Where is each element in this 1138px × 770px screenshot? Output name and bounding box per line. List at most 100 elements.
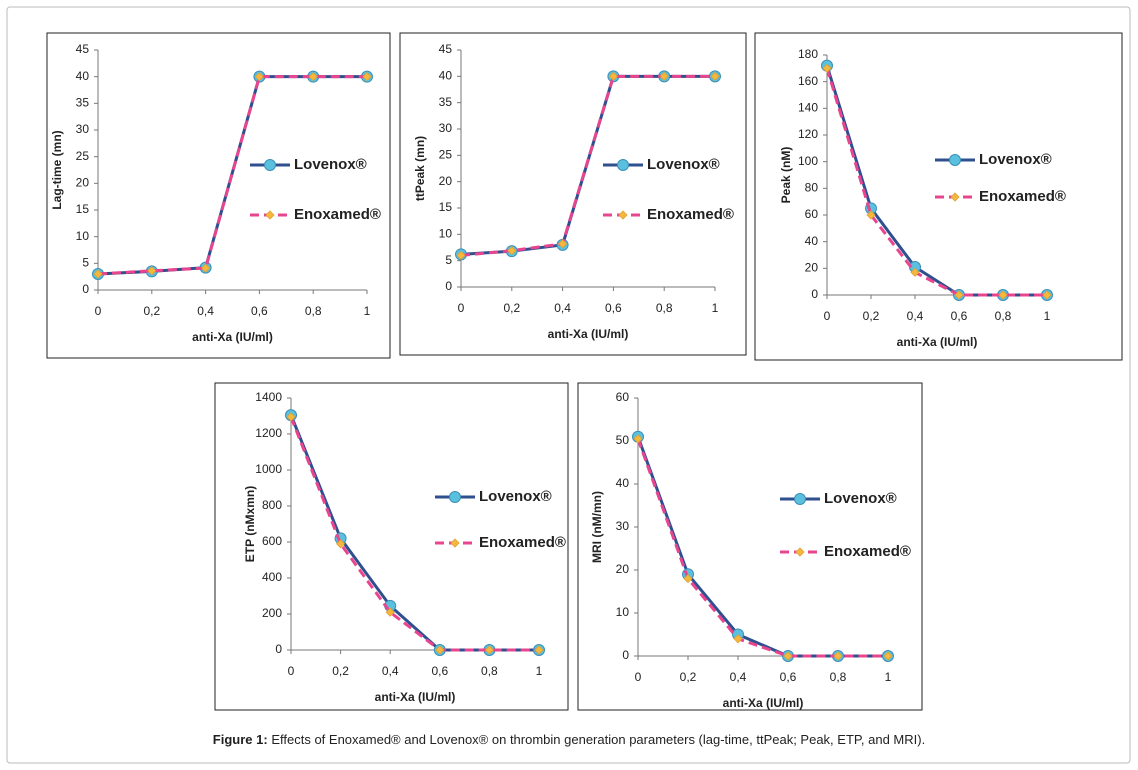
marker xyxy=(362,72,372,82)
x-tick-label: 0,6 xyxy=(780,670,797,684)
marker xyxy=(93,269,103,279)
y-tick-label: 20 xyxy=(805,261,819,275)
marker xyxy=(833,651,843,661)
marker xyxy=(336,539,346,549)
y-tick-label: 800 xyxy=(262,498,282,512)
x-tick-label: 0,2 xyxy=(680,670,697,684)
y-tick-label: 25 xyxy=(76,149,90,163)
legend-marker xyxy=(618,210,628,220)
series-line xyxy=(289,416,539,652)
figure-frame xyxy=(6,6,1131,764)
marker xyxy=(558,239,568,249)
x-tick-label: 0 xyxy=(288,664,295,678)
y-tick-label: 400 xyxy=(262,570,282,584)
y-tick-label: 80 xyxy=(805,181,819,195)
y-tick-label: 35 xyxy=(76,96,90,110)
marker xyxy=(683,574,693,584)
panel-frame xyxy=(46,32,391,359)
legend-label: Lovenox® xyxy=(979,151,1052,168)
marker xyxy=(998,290,1008,300)
marker xyxy=(254,72,264,82)
y-tick-label: 0 xyxy=(275,642,282,656)
y-tick-label: 20 xyxy=(439,174,453,188)
y-tick-label: 5 xyxy=(445,253,452,267)
y-tick-label: 100 xyxy=(798,154,818,168)
y-tick-label: 60 xyxy=(805,207,819,221)
y-tick-label: 40 xyxy=(76,69,90,83)
legend-label: Enoxamed® xyxy=(647,206,734,223)
y-tick-label: 45 xyxy=(439,42,453,56)
y-tick-label: 140 xyxy=(798,101,818,115)
series-line xyxy=(636,438,888,658)
y-tick-label: 20 xyxy=(76,176,90,190)
y-tick-label: 40 xyxy=(616,476,630,490)
legend-label: Enoxamed® xyxy=(979,188,1066,205)
caption: Figure 1: Effects of Enoxamed® and Loven… xyxy=(213,732,925,747)
x-tick-label: 0,8 xyxy=(481,664,498,678)
x-axis-title: anti-Xa (IU/ml) xyxy=(897,335,978,349)
marker xyxy=(147,266,157,276)
y-axis-title: Lag-time (mn) xyxy=(50,130,64,209)
panel-frame xyxy=(214,382,569,711)
y-tick-label: 1400 xyxy=(255,390,282,404)
marker xyxy=(954,290,964,300)
chart-panel: 0 5 10 15 20 25 30 35 40 45 0 0,2 0,4 0,6 0,8 1 anti-Xa … xyxy=(399,32,747,356)
x-tick-label: 0 xyxy=(635,670,642,684)
legend-label: Enoxamed® xyxy=(824,543,911,560)
y-axis-title: Peak (nM) xyxy=(779,147,793,204)
y-tick-label: 120 xyxy=(798,127,818,141)
x-tick-label: 0,4 xyxy=(730,670,747,684)
chart-panel: 0 10 20 30 40 50 60 0 0,2 0,4 0,6 0,8 1 anti-Xa (IU/m… xyxy=(577,382,923,711)
legend-marker xyxy=(264,159,276,171)
legend-marker xyxy=(950,192,960,202)
x-axis-title: anti-Xa (IU/ml) xyxy=(548,327,629,341)
x-tick-label: 0 xyxy=(458,301,465,315)
legend-marker xyxy=(617,159,629,171)
x-tick-label: 0 xyxy=(824,309,831,323)
marker xyxy=(783,651,793,661)
y-tick-label: 600 xyxy=(262,534,282,548)
y-tick-label: 5 xyxy=(82,256,89,270)
marker xyxy=(507,246,517,256)
marker xyxy=(484,645,494,655)
legend-label: Lovenox® xyxy=(824,490,897,507)
marker xyxy=(822,63,832,73)
x-tick-label: 0,6 xyxy=(431,664,448,678)
x-tick-label: 0,2 xyxy=(503,301,520,315)
y-axis-title: ttPeak (mn) xyxy=(413,136,427,201)
legend-label: Lovenox® xyxy=(294,156,367,173)
x-tick-label: 1 xyxy=(1044,309,1051,323)
marker xyxy=(883,651,893,661)
y-tick-label: 0 xyxy=(445,279,452,293)
marker xyxy=(435,645,445,655)
marker xyxy=(201,263,211,273)
x-tick-label: 1 xyxy=(364,304,371,318)
marker xyxy=(608,71,618,81)
marker xyxy=(733,634,743,644)
x-tick-label: 0,2 xyxy=(863,309,880,323)
y-tick-label: 1000 xyxy=(255,462,282,476)
y-tick-label: 35 xyxy=(439,95,453,109)
legend-marker xyxy=(795,547,805,557)
x-tick-label: 0,6 xyxy=(251,304,268,318)
x-tick-label: 0 xyxy=(95,304,102,318)
marker xyxy=(456,250,466,260)
y-tick-label: 0 xyxy=(82,282,89,296)
legend-label: Enoxamed® xyxy=(479,534,566,551)
legend-marker xyxy=(949,154,961,166)
x-tick-label: 1 xyxy=(712,301,719,315)
x-tick-label: 0,4 xyxy=(907,309,924,323)
y-tick-label: 180 xyxy=(798,47,818,61)
marker xyxy=(385,607,395,617)
x-tick-label: 1 xyxy=(885,670,892,684)
legend-marker xyxy=(265,210,275,220)
y-tick-label: 25 xyxy=(439,148,453,162)
marker xyxy=(659,71,669,81)
marker xyxy=(1042,290,1052,300)
x-tick-label: 0,8 xyxy=(656,301,673,315)
legend-label: Lovenox® xyxy=(647,156,720,173)
x-axis-title: anti-Xa (IU/ml) xyxy=(192,330,273,344)
y-tick-label: 15 xyxy=(76,202,90,216)
